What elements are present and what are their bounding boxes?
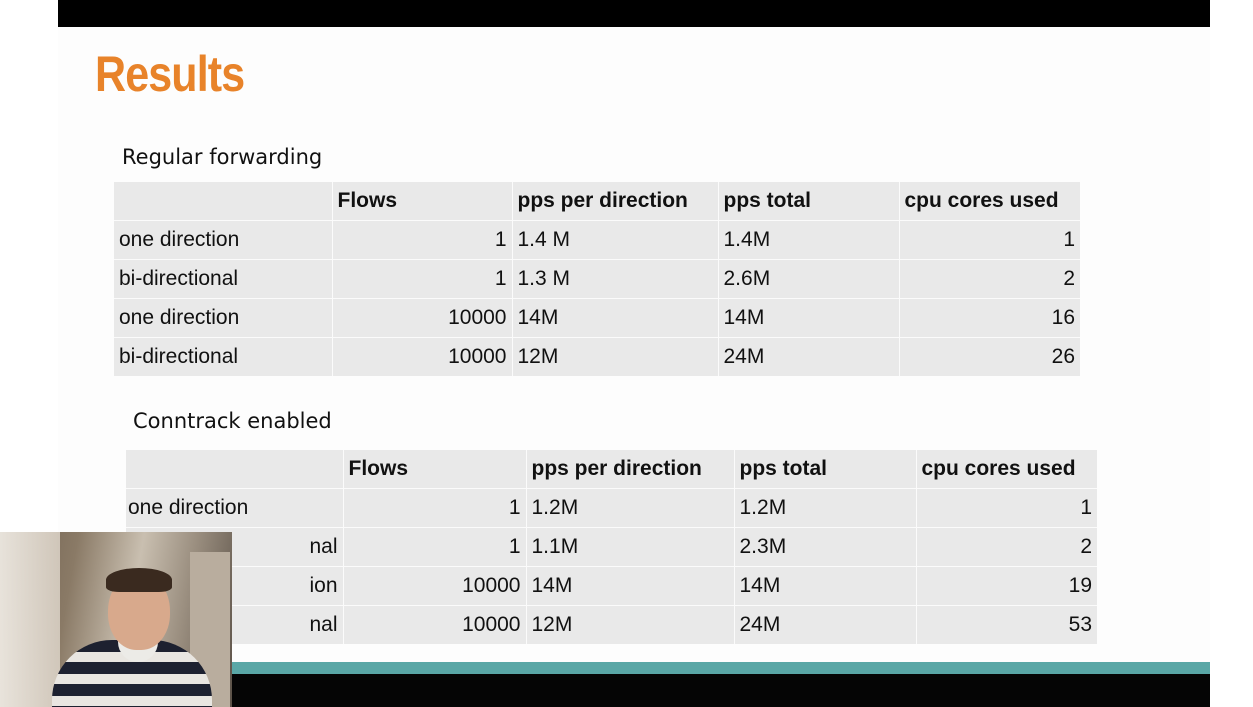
table-row: one direction 10000 14M 14M 16 <box>114 298 1080 338</box>
top-letterbox-bar <box>58 0 1210 27</box>
table-header-row: Flows pps per direction pps total cpu co… <box>126 450 1097 489</box>
conntrack-enabled-label: Conntrack enabled <box>133 409 332 433</box>
flows-cell: 10000 <box>331 298 512 338</box>
table-row: nal 1 1.1M 2.3M 2 <box>126 527 1097 567</box>
table-row: bi-directional 10000 12M 24M 26 <box>114 337 1080 376</box>
flows-cell: 10000 <box>342 566 526 606</box>
cpu-cores-cell: 16 <box>898 298 1080 338</box>
cpu-cores-cell: 2 <box>898 259 1080 299</box>
header-cell: cpu cores used <box>915 450 1097 489</box>
pps-total-cell: 24M <box>717 337 899 376</box>
webcam-background-window <box>0 532 60 707</box>
pps-direction-cell: 1.3 M <box>511 259 718 299</box>
table-row: nal 10000 12M 24M 53 <box>126 605 1097 644</box>
pps-direction-cell: 1.2M <box>525 488 734 528</box>
header-cell <box>126 450 343 489</box>
header-cell: pps per direction <box>525 450 734 489</box>
pps-total-cell: 1.4M <box>717 220 899 260</box>
flows-cell: 1 <box>331 259 512 299</box>
row-label-cell: one direction <box>119 228 240 251</box>
flows-cell: 1 <box>342 527 526 567</box>
presenter-hair <box>106 568 172 592</box>
table-row: one direction 1 1.4 M 1.4M 1 <box>114 220 1080 260</box>
footer-accent-bar <box>58 662 1210 674</box>
cpu-cores-cell: 53 <box>915 605 1097 644</box>
table-row: ion 10000 14M 14M 19 <box>126 566 1097 606</box>
header-cell: cpu cores used <box>898 182 1080 221</box>
pps-direction-cell: 14M <box>511 298 718 338</box>
flows-cell: 1 <box>331 220 512 260</box>
regular-forwarding-label: Regular forwarding <box>122 145 323 169</box>
flows-cell: 10000 <box>331 337 512 376</box>
bottom-letterbox-bar <box>58 674 1210 707</box>
pps-direction-cell: 12M <box>525 605 734 644</box>
pps-total-cell: 2.3M <box>733 527 916 567</box>
table-header-row: Flows pps per direction pps total cpu co… <box>114 182 1080 221</box>
pps-direction-cell: 14M <box>525 566 734 606</box>
table-row: one direction 1 1.2M 1.2M 1 <box>126 488 1097 528</box>
row-label-cell: one direction <box>128 496 249 519</box>
pps-total-cell: 14M <box>717 298 899 338</box>
cpu-cores-cell: 19 <box>915 566 1097 606</box>
header-cell <box>114 182 332 221</box>
pps-total-cell: 24M <box>733 605 916 644</box>
header-cell: Flows <box>331 182 512 221</box>
row-label-cell: bi-directional <box>114 259 332 299</box>
header-cell: Flows <box>342 450 526 489</box>
header-cell: pps total <box>733 450 916 489</box>
cpu-cores-cell: 1 <box>898 220 1080 260</box>
slide: Results Regular forwarding Flows pps per… <box>58 0 1210 707</box>
pps-total-cell: 2.6M <box>717 259 899 299</box>
header-cell: pps total <box>717 182 899 221</box>
header-cell: pps per direction <box>511 182 718 221</box>
slide-title: Results <box>95 46 245 102</box>
pps-direction-cell: 12M <box>511 337 718 376</box>
regular-forwarding-table: Flows pps per direction pps total cpu co… <box>114 182 1080 376</box>
conntrack-enabled-table: Flows pps per direction pps total cpu co… <box>126 450 1097 644</box>
pps-direction-cell: 1.4 M <box>511 220 718 260</box>
flows-cell: 10000 <box>342 605 526 644</box>
row-label-cell: bi-directional <box>114 337 332 376</box>
presenter-webcam-video <box>0 532 232 707</box>
pps-total-cell: 1.2M <box>733 488 916 528</box>
table-row: bi-directional 1 1.3 M 2.6M 2 <box>114 259 1080 299</box>
cpu-cores-cell: 2 <box>915 527 1097 567</box>
pps-total-cell: 14M <box>733 566 916 606</box>
flows-cell: 1 <box>342 488 526 528</box>
cpu-cores-cell: 1 <box>915 488 1097 528</box>
row-label-cell: one direction <box>114 298 332 338</box>
pps-direction-cell: 1.1M <box>525 527 734 567</box>
cpu-cores-cell: 26 <box>898 337 1080 376</box>
